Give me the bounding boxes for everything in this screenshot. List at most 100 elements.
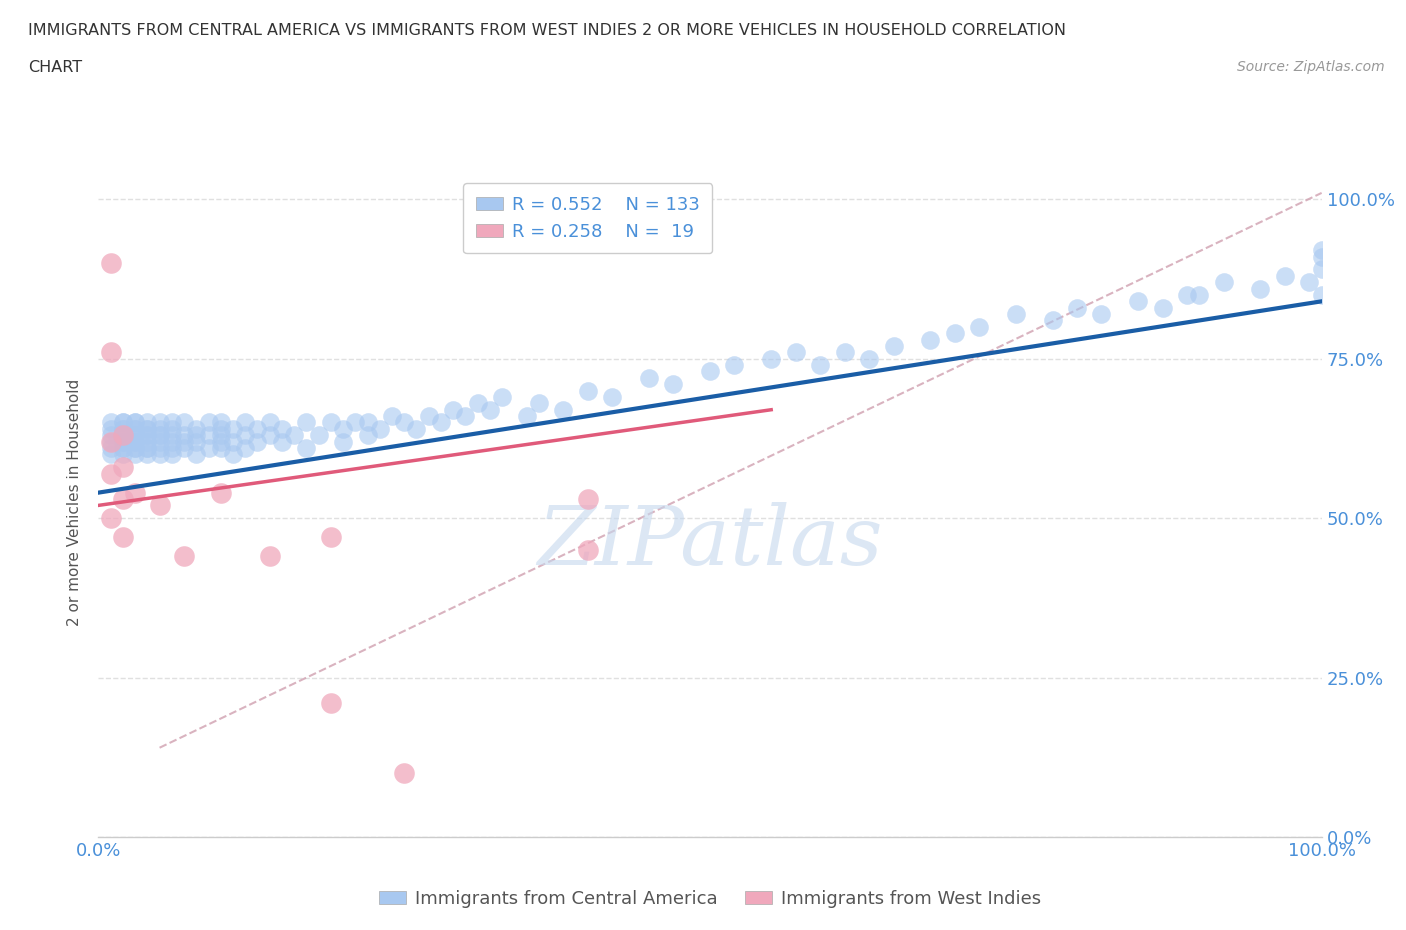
Point bbox=[111, 530, 134, 545]
Point bbox=[124, 485, 146, 500]
Point bbox=[392, 415, 416, 430]
Point bbox=[576, 492, 599, 507]
Point bbox=[197, 441, 219, 456]
Point bbox=[1274, 269, 1296, 284]
Point bbox=[515, 408, 537, 423]
Point bbox=[124, 434, 146, 449]
Point bbox=[246, 421, 269, 436]
Point bbox=[699, 364, 721, 379]
Point bbox=[160, 421, 183, 436]
Point bbox=[149, 434, 172, 449]
Point bbox=[186, 447, 208, 462]
Point bbox=[111, 441, 134, 456]
Point bbox=[808, 358, 831, 373]
Point bbox=[259, 428, 281, 443]
Point bbox=[124, 447, 146, 462]
Point bbox=[308, 428, 330, 443]
Point bbox=[160, 428, 183, 443]
Point bbox=[100, 434, 122, 449]
Point bbox=[100, 434, 122, 449]
Point bbox=[136, 415, 159, 430]
Text: Source: ZipAtlas.com: Source: ZipAtlas.com bbox=[1237, 60, 1385, 74]
Point bbox=[454, 408, 477, 423]
Point bbox=[332, 434, 354, 449]
Point bbox=[100, 466, 122, 481]
Point bbox=[173, 549, 195, 564]
Point bbox=[1066, 300, 1088, 315]
Point bbox=[124, 421, 146, 436]
Point bbox=[173, 428, 195, 443]
Point bbox=[246, 434, 269, 449]
Point bbox=[111, 428, 134, 443]
Point bbox=[1188, 287, 1211, 302]
Point bbox=[209, 441, 232, 456]
Point bbox=[124, 415, 146, 430]
Point bbox=[1310, 243, 1333, 258]
Point bbox=[368, 421, 391, 436]
Point bbox=[111, 434, 134, 449]
Point bbox=[1090, 307, 1112, 322]
Point bbox=[209, 485, 232, 500]
Point bbox=[920, 332, 942, 347]
Point bbox=[173, 441, 195, 456]
Point bbox=[149, 415, 172, 430]
Point bbox=[124, 428, 146, 443]
Point bbox=[173, 434, 195, 449]
Point bbox=[111, 428, 134, 443]
Point bbox=[1212, 274, 1234, 289]
Point bbox=[233, 428, 256, 443]
Point bbox=[319, 530, 342, 545]
Point bbox=[785, 345, 807, 360]
Point bbox=[197, 428, 219, 443]
Point bbox=[124, 441, 146, 456]
Point bbox=[319, 415, 342, 430]
Point bbox=[662, 377, 685, 392]
Point bbox=[111, 415, 134, 430]
Point bbox=[761, 352, 783, 366]
Legend: Immigrants from Central America, Immigrants from West Indies: Immigrants from Central America, Immigra… bbox=[371, 883, 1049, 915]
Point bbox=[209, 428, 232, 443]
Point bbox=[160, 441, 183, 456]
Point bbox=[478, 403, 501, 418]
Point bbox=[405, 421, 427, 436]
Point bbox=[1310, 262, 1333, 277]
Point bbox=[430, 415, 453, 430]
Point bbox=[1298, 274, 1320, 289]
Point bbox=[160, 415, 183, 430]
Point bbox=[233, 441, 256, 456]
Point bbox=[283, 428, 305, 443]
Point bbox=[1310, 249, 1333, 264]
Point bbox=[1128, 294, 1150, 309]
Point bbox=[209, 434, 232, 449]
Point bbox=[124, 428, 146, 443]
Point bbox=[491, 390, 513, 405]
Point bbox=[943, 326, 966, 340]
Point bbox=[723, 358, 745, 373]
Point bbox=[100, 256, 122, 271]
Point bbox=[136, 441, 159, 456]
Point bbox=[100, 428, 122, 443]
Point bbox=[209, 415, 232, 430]
Point bbox=[124, 421, 146, 436]
Point bbox=[1175, 287, 1198, 302]
Point bbox=[638, 370, 661, 385]
Point bbox=[136, 428, 159, 443]
Point bbox=[858, 352, 880, 366]
Point bbox=[392, 765, 416, 780]
Point bbox=[259, 549, 281, 564]
Point bbox=[270, 434, 294, 449]
Point bbox=[124, 434, 146, 449]
Point bbox=[100, 421, 122, 436]
Text: ZIPatlas: ZIPatlas bbox=[537, 502, 883, 582]
Point bbox=[319, 696, 342, 711]
Point bbox=[222, 447, 245, 462]
Point bbox=[186, 428, 208, 443]
Point bbox=[259, 415, 281, 430]
Point bbox=[111, 459, 134, 474]
Point bbox=[111, 428, 134, 443]
Point bbox=[100, 511, 122, 525]
Point bbox=[381, 408, 404, 423]
Point bbox=[1042, 313, 1064, 328]
Point bbox=[295, 441, 318, 456]
Point bbox=[883, 339, 905, 353]
